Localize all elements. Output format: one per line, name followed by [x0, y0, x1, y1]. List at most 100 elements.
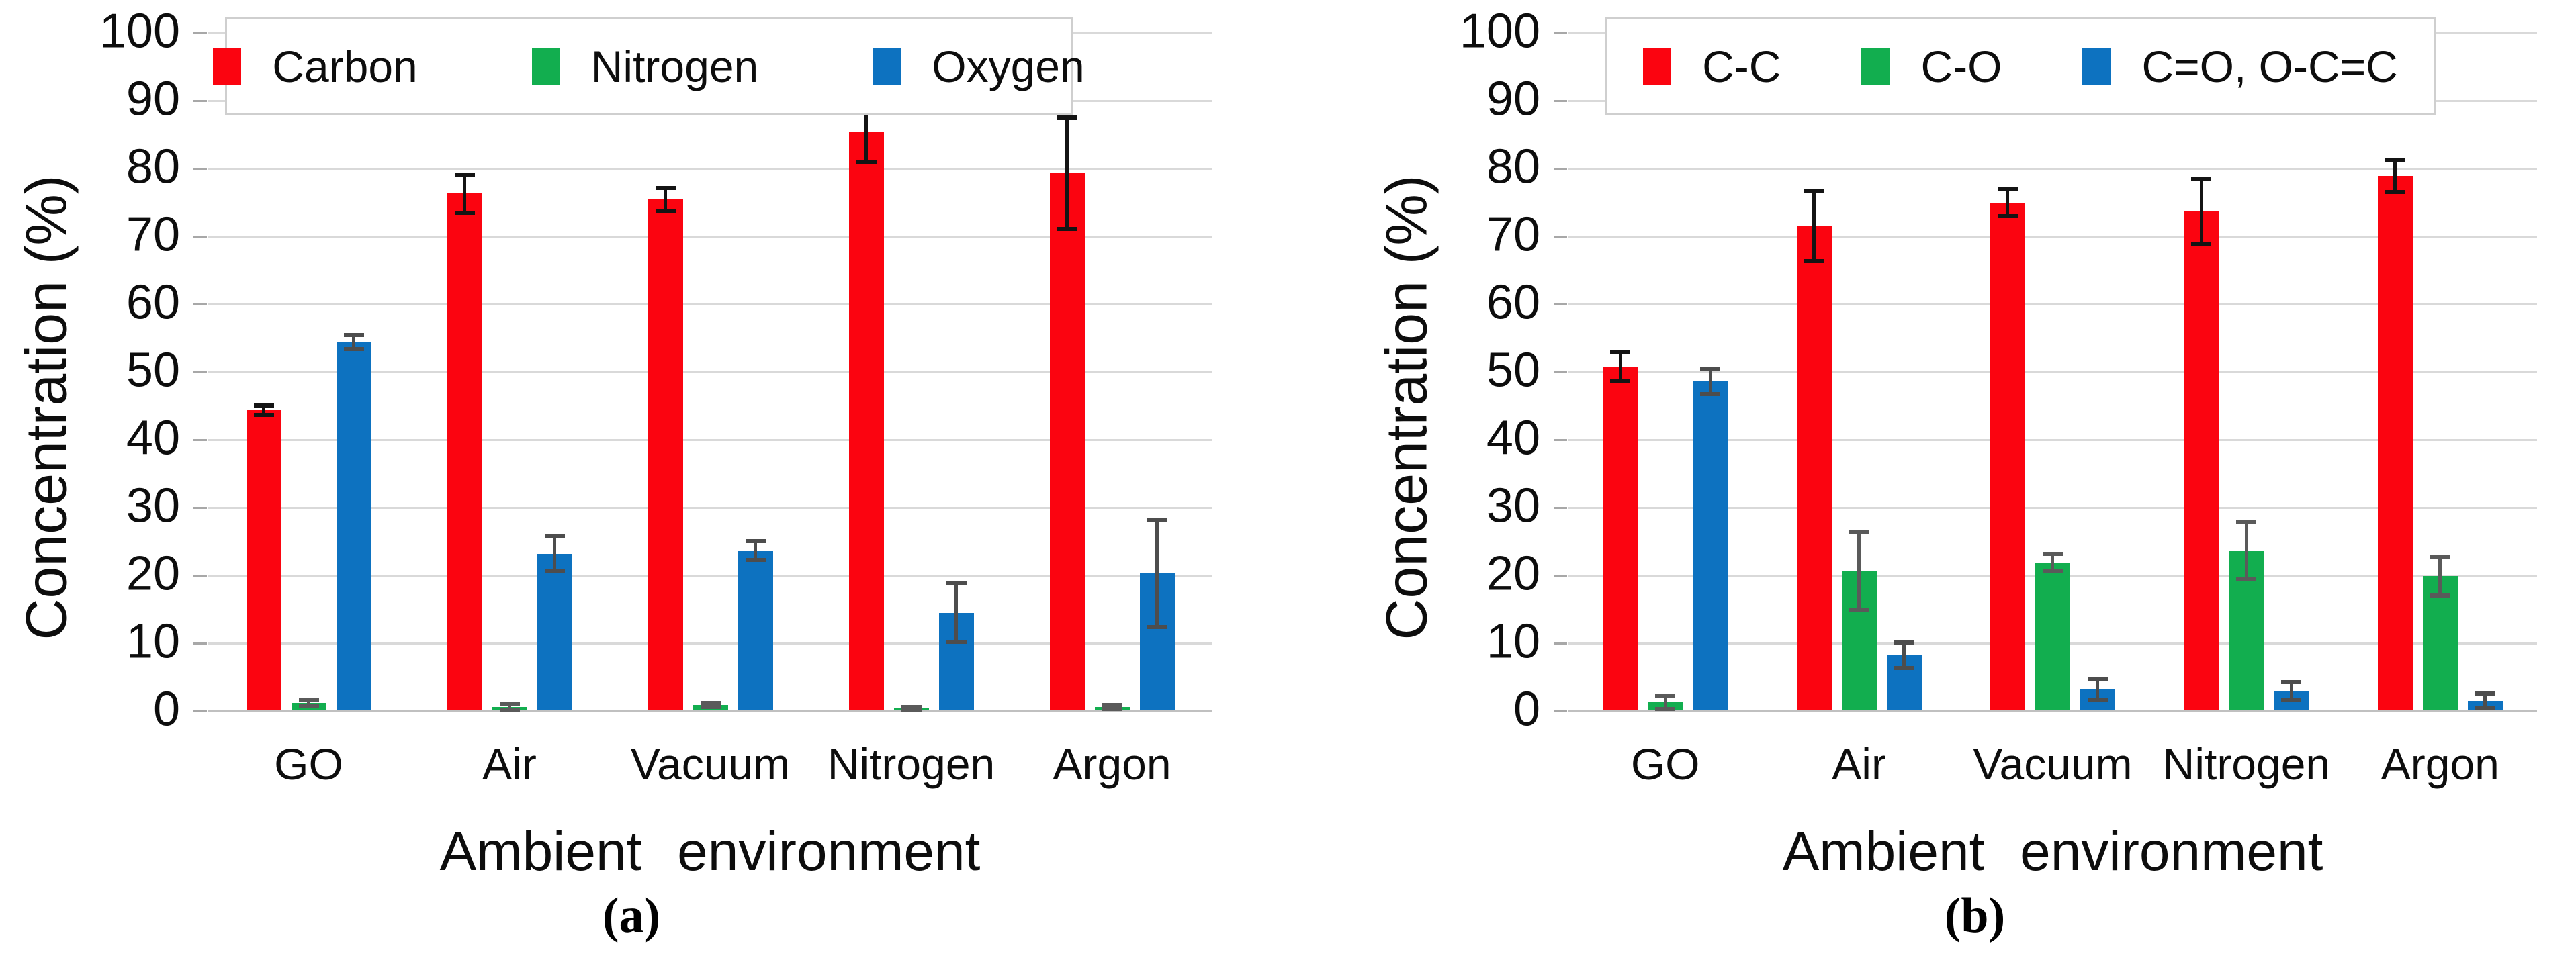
bar: [1049, 173, 1085, 710]
legend-swatch: [873, 48, 901, 85]
bar-wrap: [2080, 32, 2115, 710]
bar: [2422, 576, 2458, 710]
error-bar-cap: [499, 702, 520, 706]
bar-wrap: [1886, 32, 1922, 710]
error-bar: [343, 333, 364, 351]
x-tick-label: Vacuum: [1973, 739, 2133, 789]
bar-wrap: [648, 32, 683, 710]
bar: [447, 193, 482, 710]
error-bar-cap: [298, 698, 319, 702]
error-bar-line: [553, 536, 556, 571]
bar: [738, 550, 773, 710]
bar-group: [1762, 32, 1955, 710]
y-tick-label: 20: [126, 546, 180, 601]
error-bar: [253, 403, 274, 417]
legend-swatch: [2082, 48, 2111, 85]
legend-label: Carbon: [272, 42, 418, 91]
bar-wrap: [693, 32, 728, 710]
y-tick-label: 80: [126, 140, 180, 194]
bar-wrap: [2274, 32, 2309, 710]
error-bar-cap: [2430, 554, 2450, 559]
y-tick: [193, 507, 207, 509]
bar: [1796, 226, 1832, 710]
legend-label: C-O: [1920, 42, 2002, 91]
error-bar-line: [508, 704, 511, 710]
error-bar-cap: [1849, 530, 1869, 534]
error-bar: [544, 534, 565, 573]
bar-wrap: [492, 32, 527, 712]
bar: [2377, 176, 2413, 710]
error-bar-cap: [700, 700, 721, 705]
error-bar-cap: [343, 333, 364, 338]
x-tick-label: Air: [482, 739, 537, 789]
legend-swatch: [213, 48, 242, 85]
error-bar: [745, 538, 766, 562]
y-tick-label: 100: [99, 4, 180, 58]
error-bar: [2236, 520, 2257, 582]
error-bar-line: [1857, 532, 1861, 610]
error-bar: [2475, 691, 2495, 710]
gridline: [208, 642, 1212, 645]
y-tick-label: 80: [1486, 140, 1540, 194]
legend-item: Nitrogen: [531, 41, 758, 92]
legend-label: C-C: [1702, 42, 1781, 91]
error-bar-cap: [544, 534, 565, 538]
error-bar-cap: [2191, 177, 2212, 181]
error-bar-cap: [2430, 593, 2450, 598]
error-bar: [1610, 349, 1631, 384]
y-tick-label: 50: [126, 343, 180, 397]
bar: [848, 132, 884, 710]
gridline: [1568, 168, 2537, 170]
bar-wrap: [1841, 32, 1877, 710]
y-tick: [1554, 575, 1567, 577]
error-bar-cap: [2236, 577, 2257, 582]
error-bar: [1700, 366, 1721, 397]
error-bar: [1147, 518, 1167, 629]
error-bar-cap: [1655, 693, 1676, 698]
error-bar-cap: [454, 210, 475, 215]
error-bar-line: [954, 583, 958, 642]
error-bar-cap: [946, 640, 967, 644]
x-tick-label: Argon: [1053, 739, 1171, 789]
error-bar-cap: [700, 704, 721, 709]
gridline: [208, 236, 1212, 238]
bar: [2035, 562, 2070, 710]
y-tick-label: 0: [152, 682, 180, 736]
error-bar-line: [2051, 553, 2055, 571]
error-bar-cap: [1894, 666, 1914, 671]
y-tick-label: 70: [126, 207, 180, 262]
bar-wrap: [2377, 32, 2413, 710]
y-tick-label: 30: [1486, 479, 1540, 533]
error-bar-cap: [343, 346, 364, 351]
gridline: [208, 575, 1212, 577]
error-bar-line: [664, 188, 667, 211]
error-bar: [2087, 677, 2108, 702]
error-bar-cap: [901, 704, 922, 709]
error-bar-line: [754, 540, 757, 560]
bar-group: [811, 32, 1012, 712]
error-bar-cap: [1700, 392, 1721, 397]
y-tick: [193, 439, 207, 441]
error-bar-line: [1618, 351, 1622, 382]
error-bar-cap: [1849, 607, 1869, 612]
bar: [537, 553, 572, 710]
y-tick-label: 20: [1486, 546, 1540, 601]
y-axis-title: Concentration (%): [14, 175, 79, 640]
bar-wrap: [1603, 32, 1638, 710]
y-tick: [1554, 168, 1567, 170]
bar-group: [610, 32, 811, 710]
legend-item: C=O, O-C=C: [2082, 41, 2398, 92]
error-bar-cap: [1804, 189, 1824, 193]
y-tick: [193, 642, 207, 645]
x-tick-label: GO: [274, 739, 343, 789]
y-tick-label: 10: [126, 614, 180, 669]
legend-label: Oxygen: [932, 42, 1085, 91]
bar-wrap: [336, 32, 371, 710]
legend-item: Oxygen: [873, 41, 1085, 92]
bar-wrap: [1094, 32, 1130, 711]
y-tick: [1554, 32, 1567, 34]
y-tick-label: 60: [126, 275, 180, 330]
x-tick-label: Argon: [2381, 739, 2499, 789]
error-bar-cap: [2191, 242, 2212, 246]
error-bar-line: [1902, 642, 1906, 669]
